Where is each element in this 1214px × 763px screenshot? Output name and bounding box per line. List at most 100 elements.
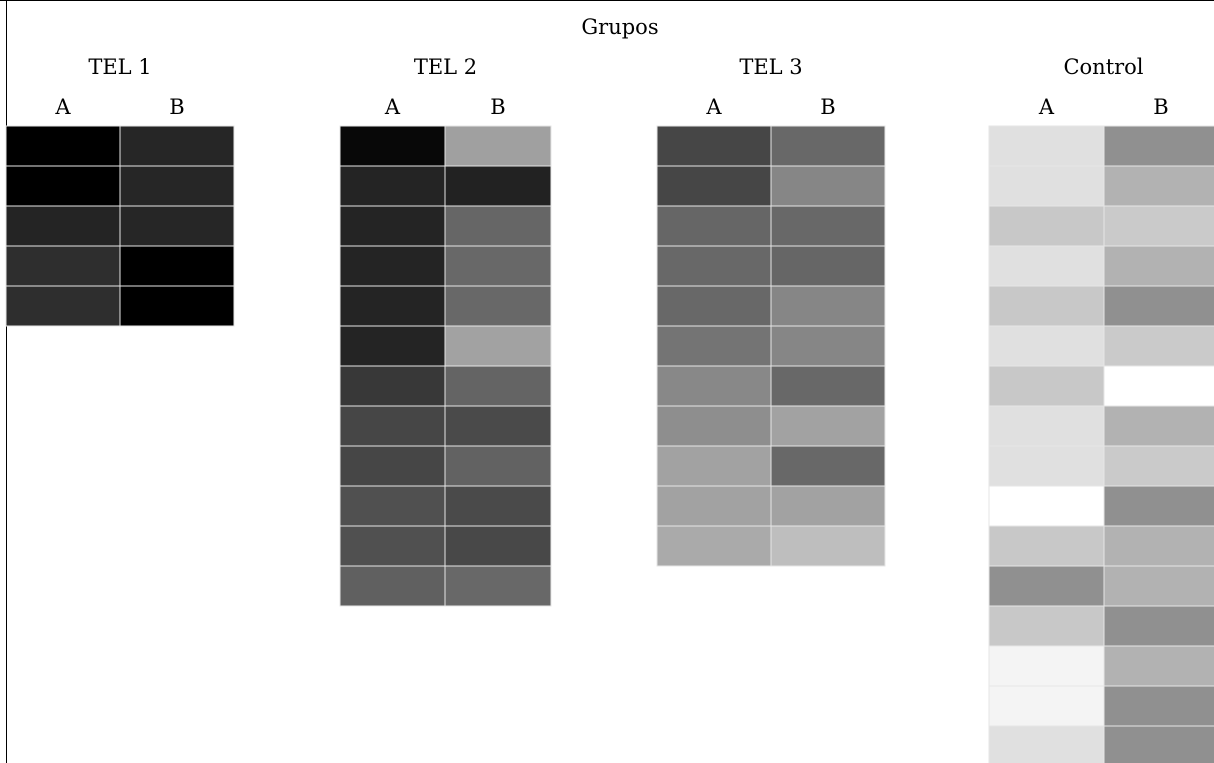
column-label-tel-1-b: B — [169, 95, 184, 119]
heatmap-cell-tel-3-r6-b — [770, 325, 886, 367]
heatmap-cell-tel-2-r2-a — [339, 165, 446, 207]
heatmap-cell-control-r16-b — [1103, 725, 1214, 763]
heatmap-cell-tel-3-r2-b — [770, 165, 886, 207]
heatmap-cell-tel-2-r6-a — [339, 325, 446, 367]
heatmap-cell-tel-3-r3-a — [656, 205, 772, 247]
heatmap-cell-control-r9-b — [1103, 445, 1214, 487]
heatmap-cell-control-r2-b — [1103, 165, 1214, 207]
column-label-tel-2-b: B — [490, 95, 505, 119]
heatmap-cell-tel-3-r11-b — [770, 525, 886, 567]
group-label-tel-1: TEL 1 — [88, 55, 151, 79]
heatmap-cell-tel-2-r3-b — [444, 205, 552, 247]
heatmap-cell-tel-3-r3-b — [770, 205, 886, 247]
heatmap-cell-tel-2-r7-a — [339, 365, 446, 407]
heatmap-cell-control-r10-b — [1103, 485, 1214, 527]
heatmap-cell-control-r4-a — [988, 245, 1105, 287]
heatmap-cell-tel-3-r10-a — [656, 485, 772, 527]
group-control: Control A B — [988, 55, 1214, 763]
heatmap-cell-tel-3-r10-b — [770, 485, 886, 527]
chart-title: Grupos — [581, 15, 658, 39]
heatmap-cell-tel-1-r1-a — [5, 125, 121, 167]
heatmap-cell-control-r13-a — [988, 605, 1105, 647]
heatmap-cell-tel-3-r6-a — [656, 325, 772, 367]
heatmap-groups: TEL 1 A B TEL 2 A B TEL 3 A B Control A B — [5, 55, 1214, 763]
heatmap-cell-control-r9-a — [988, 445, 1105, 487]
heatmap-cell-tel-2-r8-b — [444, 405, 552, 447]
column-label-tel-3-b: B — [820, 95, 835, 119]
group-tel-3: TEL 3 A B — [656, 55, 886, 567]
heatmap-cell-tel-1-r1-b — [119, 125, 235, 167]
heatmap-cell-tel-2-r4-a — [339, 245, 446, 287]
heatmap-cell-tel-1-r3-b — [119, 205, 235, 247]
heatmap-cell-control-r16-a — [988, 725, 1105, 763]
heatmap-cell-tel-1-r4-a — [5, 245, 121, 287]
heatmap-cell-tel-2-r12-b — [444, 565, 552, 607]
column-label-tel-3-a: A — [705, 95, 722, 119]
heatmap-cell-control-r3-b — [1103, 205, 1214, 247]
heatmap-cell-tel-1-r2-a — [5, 165, 121, 207]
heatmap-cell-control-r11-a — [988, 525, 1105, 567]
heatmap-cell-tel-3-r4-a — [656, 245, 772, 287]
heatmap-cell-control-r6-a — [988, 325, 1105, 367]
heatmap-cell-tel-3-r9-a — [656, 445, 772, 487]
heatmap-cell-control-r10-a — [988, 485, 1105, 527]
group-label-tel-2: TEL 2 — [414, 55, 477, 79]
heatmap-cell-control-r8-a — [988, 405, 1105, 447]
heatmap-cell-control-r15-b — [1103, 685, 1214, 727]
heatmap-cell-control-r4-b — [1103, 245, 1214, 287]
heatmap-cell-tel-2-r1-b — [444, 125, 552, 167]
heatmap-cell-tel-2-r9-b — [444, 445, 552, 487]
heatmap-cell-tel-2-r5-a — [339, 285, 446, 327]
heatmap-cell-control-r5-b — [1103, 285, 1214, 327]
heatmap-cell-tel-3-r11-a — [656, 525, 772, 567]
heatmap-cell-tel-3-r7-b — [770, 365, 886, 407]
heatmap-cell-control-r14-b — [1103, 645, 1214, 687]
heatmap-cell-tel-2-r2-b — [444, 165, 552, 207]
heatmap-cell-tel-3-r1-a — [656, 125, 772, 167]
heatmap-cell-tel-1-r3-a — [5, 205, 121, 247]
heatmap-cell-tel-3-r8-b — [770, 405, 886, 447]
heatmap-cell-control-r7-a — [988, 365, 1105, 407]
heatmap-cell-control-r12-a — [988, 565, 1105, 607]
column-label-tel-1-a: A — [54, 95, 71, 119]
heatmap-cell-control-r12-b — [1103, 565, 1214, 607]
heatmap-cell-tel-3-r4-b — [770, 245, 886, 287]
heatmap-cell-tel-2-r1-a — [339, 125, 446, 167]
heatmap-cell-tel-1-r2-b — [119, 165, 235, 207]
group-label-tel-3: TEL 3 — [739, 55, 802, 79]
group-tel-1: TEL 1 A B — [5, 55, 235, 327]
heatmap-cell-tel-2-r10-a — [339, 485, 446, 527]
heatmap-cell-tel-2-r5-b — [444, 285, 552, 327]
heatmap-cell-tel-2-r11-a — [339, 525, 446, 567]
heatmap-cell-tel-2-r9-a — [339, 445, 446, 487]
heatmap-cell-control-r11-b — [1103, 525, 1214, 567]
heatmap-cell-tel-1-r4-b — [119, 245, 235, 287]
group-label-control: Control — [1063, 55, 1143, 79]
heatmap-cell-tel-2-r6-b — [444, 325, 552, 367]
heatmap-cell-control-r6-b — [1103, 325, 1214, 367]
heatmap-cell-tel-3-r1-b — [770, 125, 886, 167]
heatmap-cell-control-r2-a — [988, 165, 1105, 207]
heatmap-cell-control-r1-a — [988, 125, 1105, 167]
heatmap-cell-control-r8-b — [1103, 405, 1214, 447]
heatmap-cell-tel-2-r4-b — [444, 245, 552, 287]
heatmap-cell-tel-2-r11-b — [444, 525, 552, 567]
heatmap-cell-tel-2-r7-b — [444, 365, 552, 407]
heatmap-cell-tel-3-r7-a — [656, 365, 772, 407]
column-label-tel-2-a: A — [384, 95, 401, 119]
heatmap-cell-tel-3-r9-b — [770, 445, 886, 487]
heatmap-cell-tel-2-r3-a — [339, 205, 446, 247]
heatmap-cell-control-r5-a — [988, 285, 1105, 327]
group-tel-2: TEL 2 A B — [339, 55, 552, 607]
heatmap-cell-tel-1-r5-b — [119, 285, 235, 327]
heatmap-cell-tel-2-r8-a — [339, 405, 446, 447]
heatmap-cell-tel-2-r10-b — [444, 485, 552, 527]
column-label-control-b: B — [1153, 95, 1168, 119]
heatmap-cell-tel-3-r8-a — [656, 405, 772, 447]
heatmap-cell-control-r7-b — [1103, 365, 1214, 407]
heatmap-cell-tel-3-r5-b — [770, 285, 886, 327]
heatmap-cell-tel-2-r12-a — [339, 565, 446, 607]
heatmap-cell-tel-3-r2-a — [656, 165, 772, 207]
heatmap-cell-control-r15-a — [988, 685, 1105, 727]
